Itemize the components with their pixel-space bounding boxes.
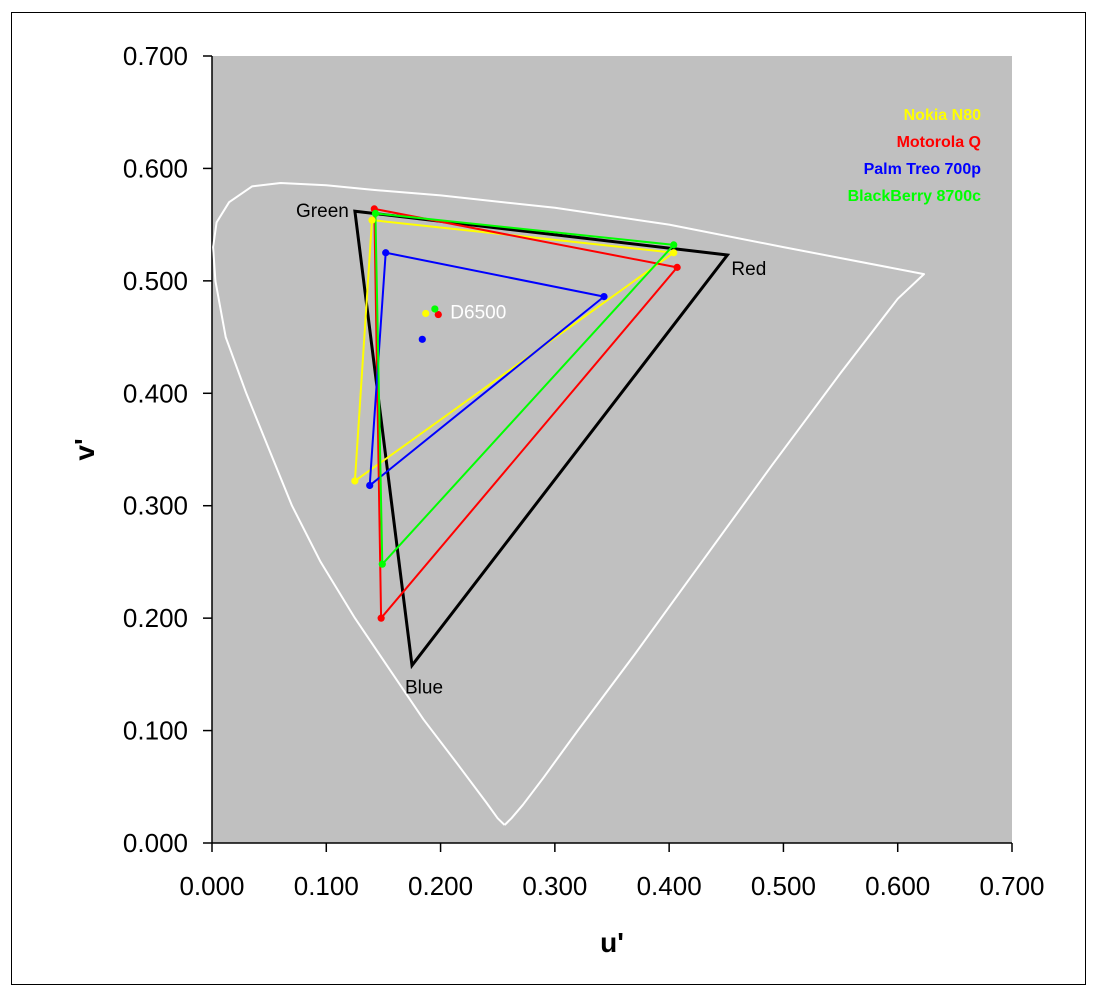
reference-gamut-triangle [353, 209, 731, 670]
y-tick-label: 0.300 [123, 491, 188, 521]
x-tick-label: 0.700 [979, 871, 1044, 901]
point-nokia-n80-green [368, 216, 376, 224]
point-motorola-q-red [673, 263, 681, 271]
vertex-label-green: Green [296, 201, 349, 222]
gamut-motorola-q [373, 207, 679, 621]
y-tick-label: 0.700 [123, 41, 188, 71]
x-axis-title: u' [600, 927, 624, 958]
y-tick-label: 0.500 [123, 266, 188, 296]
spectral-locus-layer [212, 182, 925, 826]
legend-entry-blackberry-8700c: BlackBerry 8700c [848, 188, 982, 205]
gamut-blackberry-8700c [374, 212, 676, 567]
x-tick-label: 0.400 [637, 871, 702, 901]
point-blackberry-8700c-red [670, 241, 678, 249]
white-point-label: D6500 [450, 303, 506, 324]
legend-entry-motorola-q: Motorola Q [897, 134, 981, 151]
point-blackberry-8700c-blue [378, 560, 386, 568]
y-axis-title: v' [69, 438, 100, 460]
point-palm-treo-700p-white [418, 335, 426, 343]
point-motorola-q-blue [377, 614, 385, 622]
y-tick-label: 0.600 [123, 153, 188, 183]
x-tick-label: 0.200 [408, 871, 473, 901]
point-motorola-q-white [434, 310, 442, 319]
y-tick-label: 0.400 [123, 378, 188, 408]
axes: 0.000 0.100 0.200 0.300 0.400 0.500 0.600 0.700… [123, 41, 1045, 901]
x-tick-label: 0.300 [522, 871, 587, 901]
y-tick-label: 0.200 [123, 603, 188, 633]
legend-entry-nokia-n80: Nokia N80 [904, 107, 981, 124]
point-nokia-n80-white [422, 309, 430, 318]
points-layer [351, 205, 681, 622]
point-palm-treo-700p-blue [366, 481, 374, 490]
point-palm-treo-700p-green [382, 249, 390, 257]
y-tick-label: 0.100 [123, 716, 188, 746]
vertex-label-red: Red [731, 259, 766, 280]
x-tick-label: 0.000 [179, 871, 244, 901]
point-nokia-n80-red [670, 249, 678, 257]
labels-layer: Red Green Blue D6500 [296, 201, 766, 698]
spectral-locus [212, 182, 925, 826]
x-tick-label: 0.100 [294, 871, 359, 901]
vertex-label-blue: Blue [405, 677, 443, 698]
point-blackberry-8700c-white [431, 305, 439, 313]
y-tick-label: 0.000 [123, 828, 188, 858]
x-tick-label: 0.500 [751, 871, 816, 901]
legend: Nokia N80 Motorola Q Palm Treo 700p BlackBe… [848, 107, 982, 205]
point-palm-treo-700p-red [600, 292, 608, 301]
gamut-nokia-n80 [353, 218, 677, 484]
point-blackberry-8700c-green [371, 209, 380, 217]
x-tick-label: 0.600 [865, 871, 930, 901]
legend-entry-palm-treo-700p: Palm Treo 700p [864, 161, 982, 178]
gamut-layer [353, 207, 731, 670]
point-nokia-n80-blue [351, 477, 359, 485]
